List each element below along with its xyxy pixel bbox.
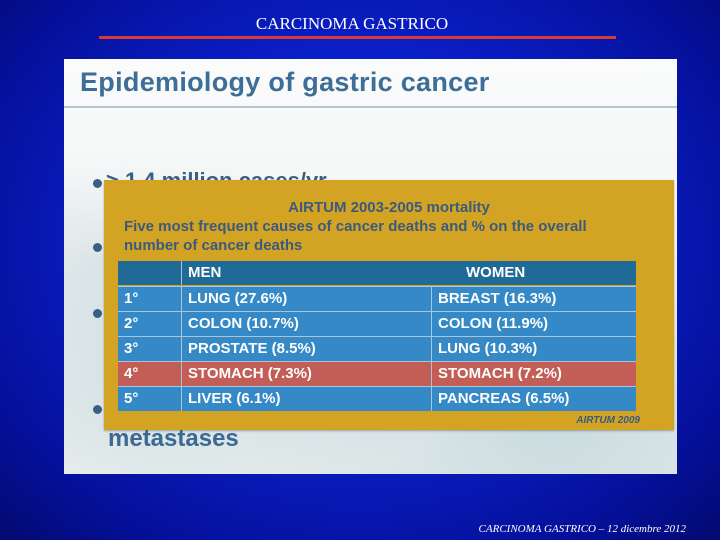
embedded-slide-image: Epidemiology of gastric cancer > 1.4 mil…	[64, 59, 677, 474]
mortality-table-card: AIRTUM 2003-2005 mortality Five most fre…	[104, 180, 674, 430]
women-cell: STOMACH (7.2%)	[438, 365, 562, 382]
mortality-table: MEN WOMEN 1° LUNG (27.6%) BREAST (16.3%)…	[118, 261, 636, 411]
women-cell: BREAST (16.3%)	[438, 290, 557, 307]
table-header-row: MEN WOMEN	[118, 261, 636, 285]
table-row: 5° LIVER (6.1%) PANCREAS (6.5%)	[118, 386, 636, 411]
title-underline	[99, 36, 616, 39]
men-cell: LIVER (6.1%)	[182, 387, 432, 411]
women-cell: PANCREAS (6.5%)	[438, 390, 570, 407]
bullet-dot	[93, 309, 102, 318]
men-cell: LUNG (27.6%)	[182, 287, 432, 311]
table-card-subheading: Five most frequent causes of cancer deat…	[124, 218, 587, 254]
table-row: 1° LUNG (27.6%) BREAST (16.3%)	[118, 286, 636, 311]
slide-title: CARCINOMA GASTRICO	[255, 14, 449, 33]
header-rank	[118, 261, 182, 285]
rank-cell: 2°	[118, 312, 182, 336]
bullet-dot	[93, 243, 102, 252]
rank-cell: 4°	[118, 362, 182, 386]
men-cell: PROSTATE (8.5%)	[182, 337, 432, 361]
table-card-heading: AIRTUM 2003-2005 mortality	[288, 199, 490, 216]
header-men: MEN	[188, 264, 222, 281]
header-women: WOMEN	[466, 264, 526, 281]
women-cell: LUNG (10.3%)	[438, 340, 538, 357]
table-row-highlighted: 4° STOMACH (7.3%) STOMACH (7.2%)	[118, 361, 636, 386]
rank-cell: 5°	[118, 387, 182, 411]
bullet-text-partial: > 1.4 million cases/yr	[106, 168, 327, 181]
embedded-slide-heading: Epidemiology of gastric cancer	[80, 67, 490, 97]
men-cell: COLON (10.7%)	[182, 312, 432, 336]
slide-footer: CARCINOMA GASTRICO – 12 dicembre 2012	[478, 523, 686, 535]
women-cell: COLON (11.9%)	[438, 315, 549, 332]
bullet-dot	[93, 179, 102, 188]
bullet-dot	[93, 405, 102, 414]
heading-divider	[64, 106, 677, 108]
table-row: 3° PROSTATE (8.5%) LUNG (10.3%)	[118, 336, 636, 361]
table-source-label: AIRTUM 2009	[576, 415, 640, 426]
rank-cell: 3°	[118, 337, 182, 361]
table-row: 2° COLON (10.7%) COLON (11.9%)	[118, 311, 636, 336]
men-cell: STOMACH (7.3%)	[182, 362, 432, 386]
rank-cell: 1°	[118, 287, 182, 311]
